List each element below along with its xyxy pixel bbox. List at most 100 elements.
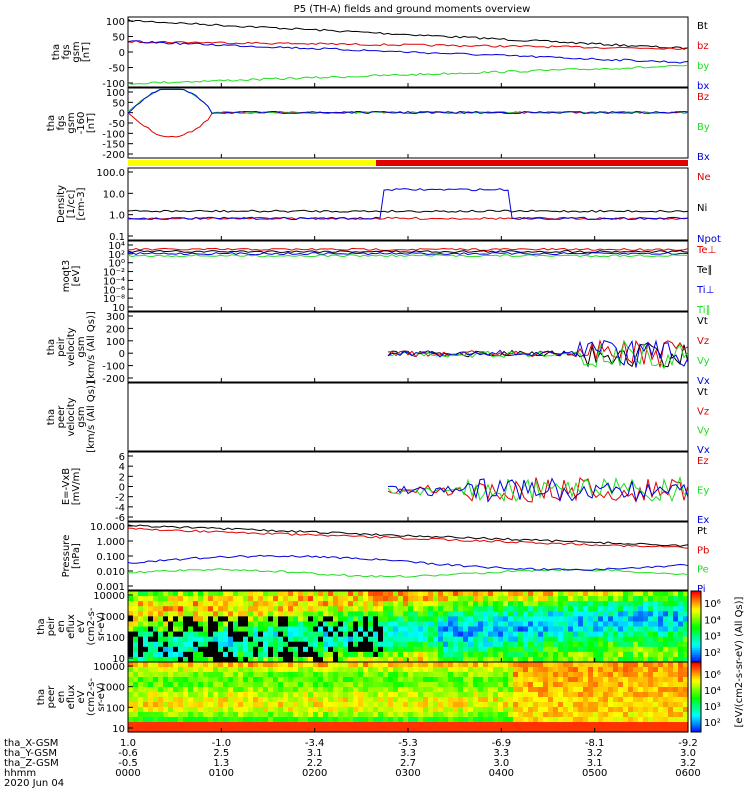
spectrogram-cell <box>343 621 349 628</box>
series-By <box>127 88 689 115</box>
spectrogram-cell <box>298 717 304 723</box>
spectrogram-cell <box>148 596 154 602</box>
colorbar-cell <box>691 666 701 670</box>
spectrogram-cell <box>488 682 494 688</box>
spectrogram-cell <box>488 656 494 663</box>
spectrogram-cell <box>138 651 144 658</box>
spectrogram-cell <box>378 682 384 688</box>
spectrogram-cell <box>543 677 549 683</box>
spectrogram-cell <box>593 707 599 713</box>
spectrogram-cell <box>573 702 579 708</box>
colorbar-cell <box>691 692 701 696</box>
spectrogram-cell <box>663 646 669 653</box>
spectrogram-cell <box>313 692 319 698</box>
spectrogram-cell <box>513 616 519 623</box>
spectrogram-cell <box>673 656 679 663</box>
spectrogram-cell <box>633 722 639 728</box>
spectrogram-cell <box>363 611 369 617</box>
spectrogram-cell <box>638 651 644 658</box>
spectrogram-cell <box>243 651 249 658</box>
spectrogram-cell <box>268 591 274 597</box>
spectrogram-cell <box>663 606 669 612</box>
y-axis-label: gsm <box>71 41 82 62</box>
spectrogram-cell <box>203 611 209 617</box>
spectrogram-cell <box>598 656 604 663</box>
spectrogram-cell <box>348 687 354 693</box>
spectrogram-cell <box>253 702 259 708</box>
y-tick-label: -100 <box>102 79 125 90</box>
spectrogram-cell <box>323 667 329 673</box>
spectrogram-cell <box>508 646 514 653</box>
spectrogram-cell <box>233 727 239 733</box>
spectrogram-cell <box>438 672 444 678</box>
spectrogram-cell <box>193 667 199 673</box>
spectrogram-cell <box>508 722 514 728</box>
spectrogram-cell <box>668 616 674 623</box>
spectrogram-cell <box>603 672 609 678</box>
spectrogram-cell <box>348 621 354 628</box>
spectrogram-cell <box>203 722 209 728</box>
colorbar-cell <box>691 645 701 649</box>
spectrogram-cell <box>628 606 634 612</box>
spectrogram-cell <box>343 687 349 693</box>
spectrogram-cell <box>278 621 284 628</box>
spectrogram-cell <box>563 621 569 628</box>
spectrogram-cell <box>668 662 674 668</box>
spectrogram-cell <box>228 662 234 668</box>
y-tick-label: 6 <box>119 452 125 463</box>
spectrogram-cell <box>213 656 219 663</box>
spectrogram-cell <box>613 692 619 698</box>
spectrogram-cell <box>613 697 619 703</box>
spectrogram-cell <box>483 601 489 607</box>
spectrogram-cell <box>618 682 624 688</box>
spectrogram-cell <box>288 596 294 602</box>
spectrogram-cell <box>278 717 284 723</box>
spectrogram-cell <box>463 712 469 718</box>
spectrogram-cell <box>423 606 429 612</box>
spectrogram-cell <box>458 621 464 628</box>
spectrogram-cell <box>223 712 229 718</box>
spectrogram-cell <box>343 712 349 718</box>
spectrogram-cell <box>338 687 344 693</box>
spectrogram-cell <box>668 636 674 643</box>
spectrogram-cell <box>398 692 404 698</box>
spectrogram-cell <box>473 687 479 693</box>
spectrogram-cell <box>638 692 644 698</box>
spectrogram-cell <box>133 591 139 597</box>
spectrogram-cell <box>593 692 599 698</box>
spectrogram-cell <box>278 692 284 698</box>
spectrogram-cell <box>608 596 614 602</box>
spectrogram-cell <box>188 596 194 602</box>
spectrogram-cell <box>633 596 639 602</box>
spectrogram-cell <box>468 667 474 673</box>
spectrogram-cell <box>353 677 359 683</box>
spectrogram-cell <box>493 687 499 693</box>
spectrogram-cell <box>378 591 384 597</box>
spectrogram-cell <box>148 712 154 718</box>
spectrogram-cell <box>473 651 479 658</box>
spectrogram-cell <box>213 631 219 638</box>
spectrogram-cell <box>613 606 619 612</box>
spectrogram-cell <box>243 611 249 617</box>
spectrogram-cell <box>143 702 149 708</box>
spectrogram-cell <box>213 692 219 698</box>
spectrogram-cell <box>683 702 689 708</box>
spectrogram-cell <box>563 717 569 723</box>
spectrogram-cell <box>658 651 664 658</box>
spectrogram-cell <box>643 596 649 602</box>
spectrogram-cell <box>203 662 209 668</box>
y-tick-label: 10⁻⁶ <box>103 285 125 296</box>
spectrogram-cell <box>613 707 619 713</box>
spectrogram-cell <box>403 591 409 597</box>
spectrogram-cell <box>628 687 634 693</box>
spectrogram-cell <box>298 626 304 633</box>
spectrogram-cell <box>238 687 244 693</box>
spectrogram-cell <box>223 606 229 612</box>
spectrogram-cell <box>663 712 669 718</box>
spectrogram-cell <box>333 682 339 688</box>
spectrogram-cell <box>553 722 559 728</box>
spectrogram-cell <box>668 707 674 713</box>
spectrogram-cell <box>428 621 434 628</box>
spectrogram-cell <box>683 667 689 673</box>
spectrogram-cell <box>413 646 419 653</box>
